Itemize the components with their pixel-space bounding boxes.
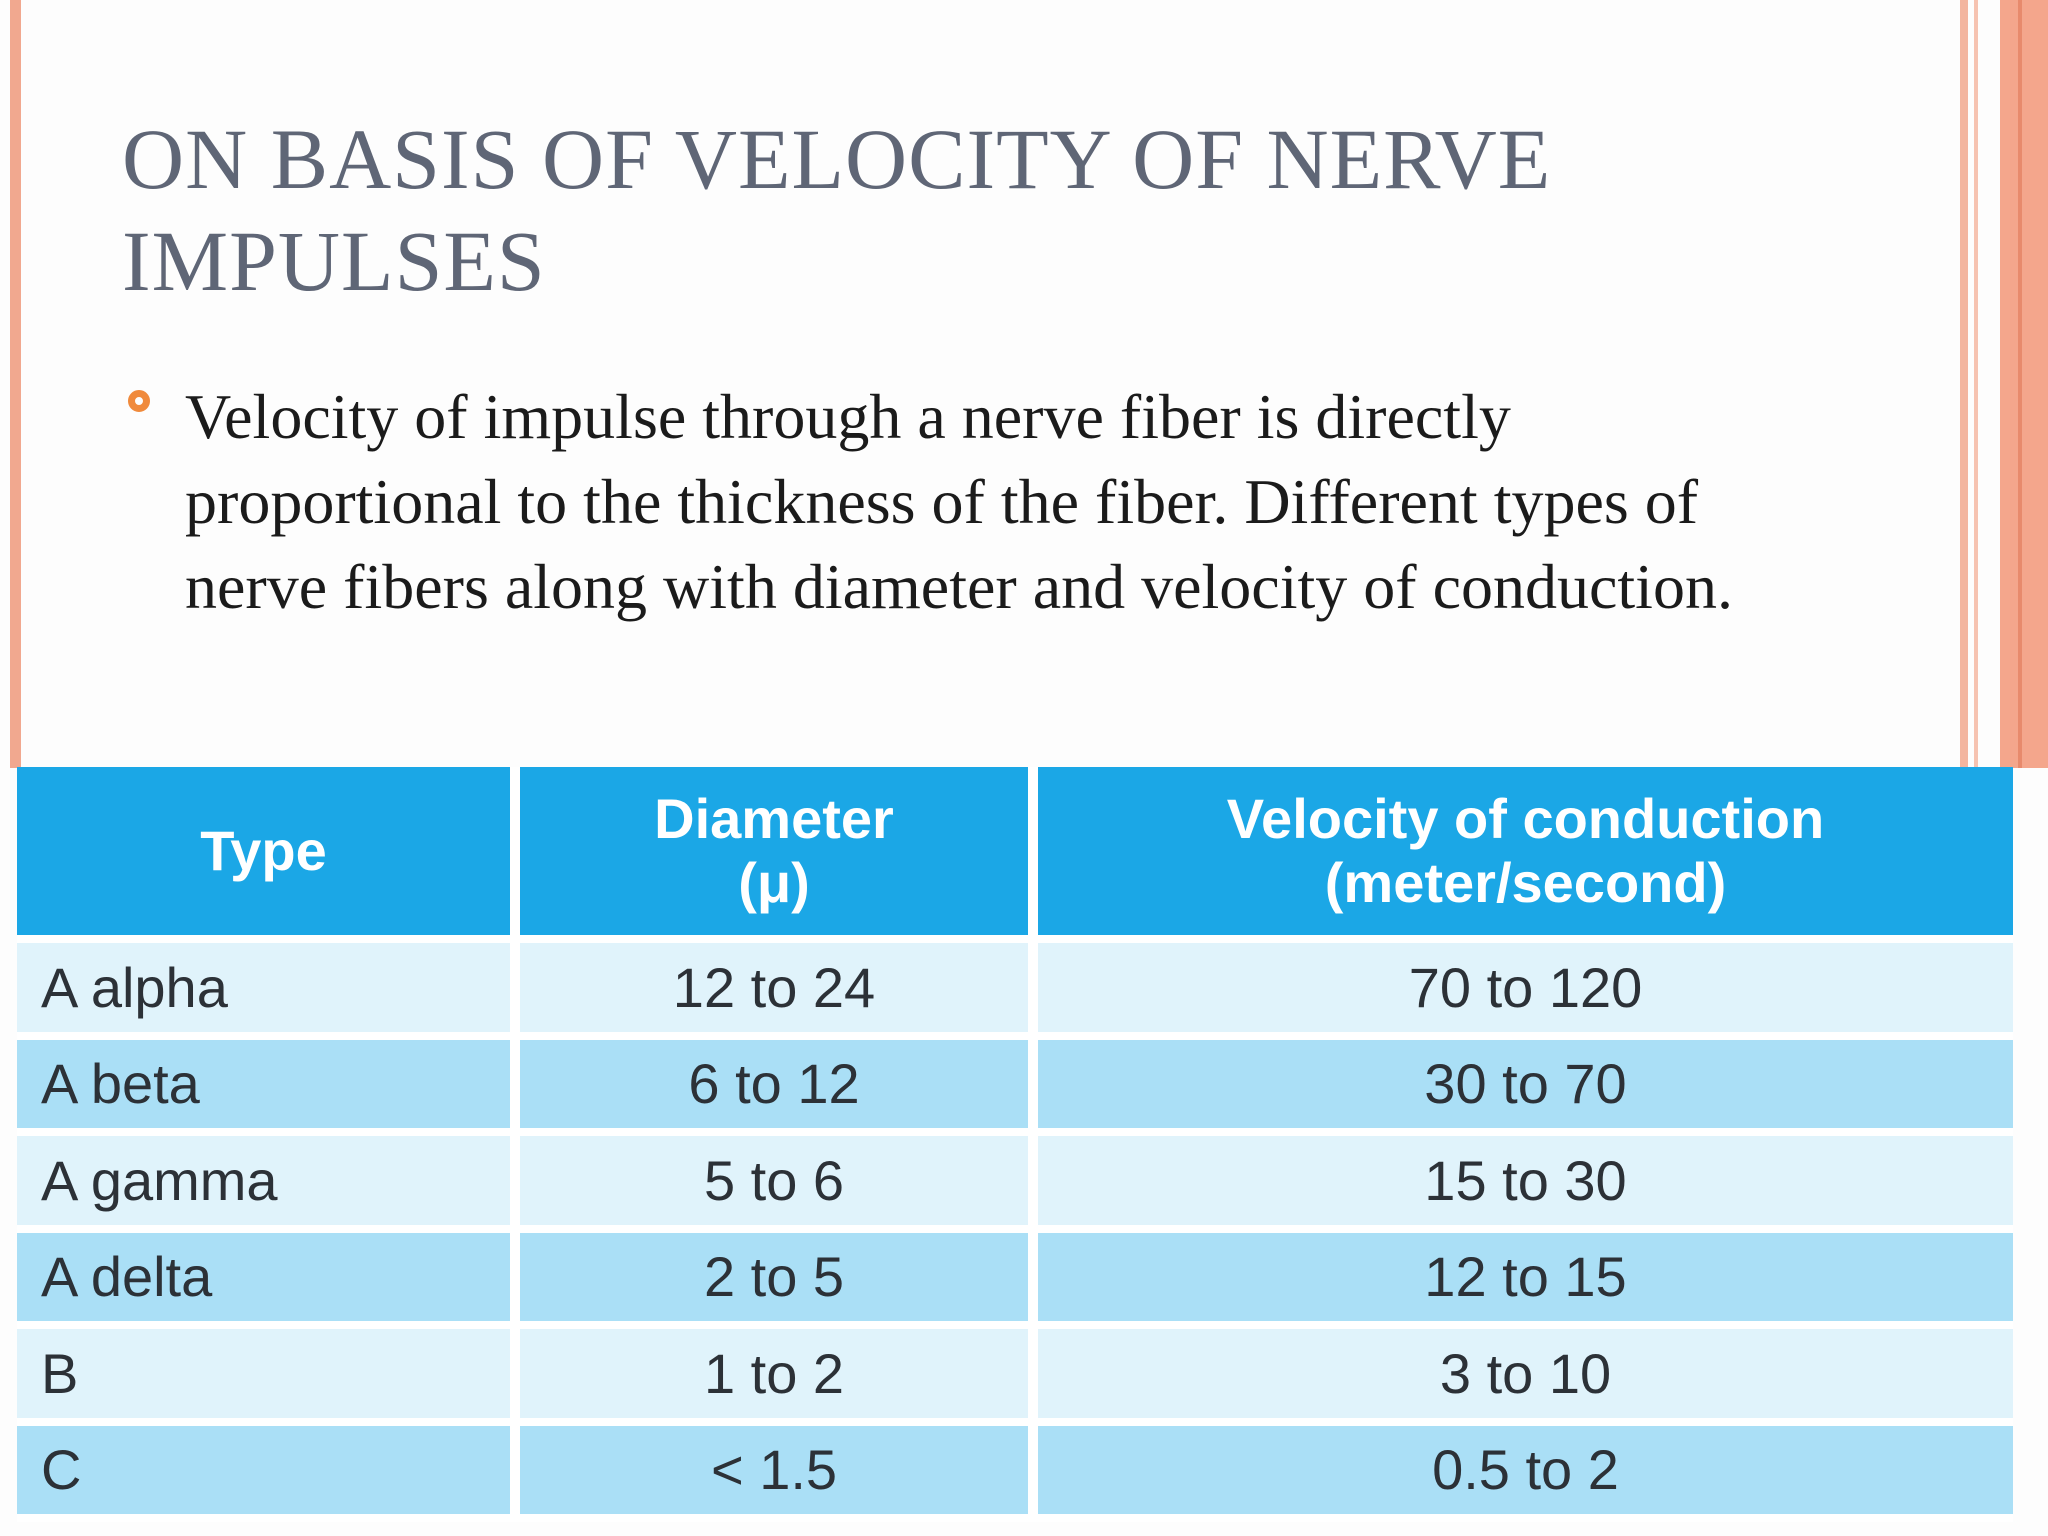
border-band bbox=[1960, 0, 1968, 768]
cell-velocity: 3 to 10 bbox=[1038, 1329, 2013, 1426]
right-decorative-border bbox=[1960, 0, 2048, 768]
border-band bbox=[1974, 0, 1978, 768]
table-row: C < 1.5 0.5 to 2 bbox=[17, 1425, 2013, 1522]
header-diameter-label: Diameter bbox=[654, 787, 894, 850]
header-type: Type bbox=[17, 767, 520, 943]
table-row: A delta 2 to 5 12 to 15 bbox=[17, 1232, 2013, 1329]
cell-diameter: 5 to 6 bbox=[520, 1136, 1038, 1233]
cell-diameter: 6 to 12 bbox=[520, 1039, 1038, 1136]
table-row: A beta 6 to 12 30 to 70 bbox=[17, 1039, 2013, 1136]
bullet-circle-icon bbox=[128, 390, 150, 412]
nerve-fiber-table: Type Diameter (μ) Velocity of conduction… bbox=[17, 767, 2013, 1522]
cell-type: A alpha bbox=[17, 943, 520, 1040]
cell-type: A delta bbox=[17, 1232, 520, 1329]
header-velocity-unit: (meter/second) bbox=[1324, 851, 1727, 914]
cell-diameter: 2 to 5 bbox=[520, 1232, 1038, 1329]
data-table: Type Diameter (μ) Velocity of conduction… bbox=[17, 767, 2013, 1522]
cell-velocity: 15 to 30 bbox=[1038, 1136, 2013, 1233]
table-row: A alpha 12 to 24 70 to 120 bbox=[17, 943, 2013, 1040]
cell-velocity: 70 to 120 bbox=[1038, 943, 2013, 1040]
border-band bbox=[2000, 0, 2048, 768]
cell-diameter: 1 to 2 bbox=[520, 1329, 1038, 1426]
header-velocity-label: Velocity of conduction bbox=[1226, 787, 1825, 850]
cell-type: C bbox=[17, 1425, 520, 1522]
cell-type: A beta bbox=[17, 1039, 520, 1136]
cell-diameter: 12 to 24 bbox=[520, 943, 1038, 1040]
header-velocity: Velocity of conduction (meter/second) bbox=[1038, 767, 2013, 943]
bullet-text: Velocity of impulse through a nerve fibe… bbox=[185, 381, 1733, 622]
table-row: B 1 to 2 3 to 10 bbox=[17, 1329, 2013, 1426]
cell-velocity: 0.5 to 2 bbox=[1038, 1425, 2013, 1522]
table-row: A gamma 5 to 6 15 to 30 bbox=[17, 1136, 2013, 1233]
table-header-row: Type Diameter (μ) Velocity of conduction… bbox=[17, 767, 2013, 943]
header-diameter-unit: (μ) bbox=[738, 851, 810, 914]
slide-title: On basis of velocity of nerve impulses bbox=[122, 111, 1552, 309]
cell-velocity: 30 to 70 bbox=[1038, 1039, 2013, 1136]
cell-type: A gamma bbox=[17, 1136, 520, 1233]
header-type-label: Type bbox=[200, 819, 327, 882]
cell-diameter: < 1.5 bbox=[520, 1425, 1038, 1522]
left-accent-stripe bbox=[10, 0, 21, 768]
cell-velocity: 12 to 15 bbox=[1038, 1232, 2013, 1329]
border-band bbox=[2018, 0, 2022, 768]
header-diameter: Diameter (μ) bbox=[520, 767, 1038, 943]
cell-type: B bbox=[17, 1329, 520, 1426]
